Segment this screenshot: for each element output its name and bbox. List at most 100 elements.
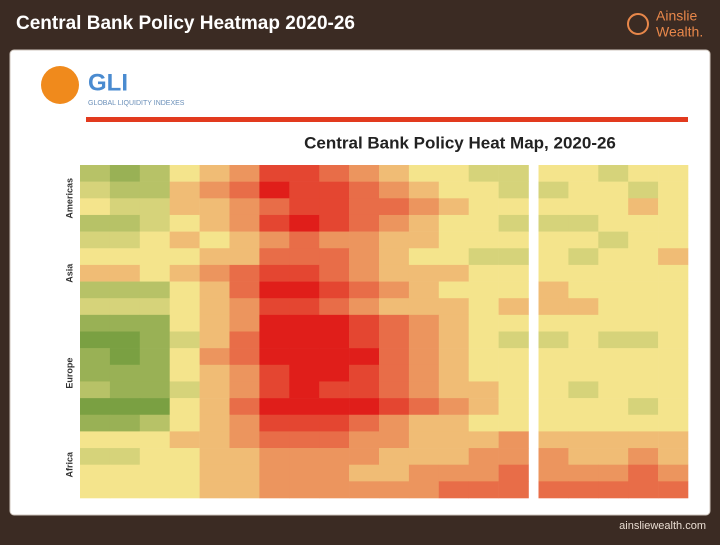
heat-cell	[259, 414, 290, 432]
heat-cell	[319, 348, 350, 366]
heat-cell	[169, 414, 200, 432]
heat-cell	[349, 214, 380, 232]
heat-cell	[289, 464, 320, 482]
heat-cell	[438, 198, 469, 216]
heat-cell	[289, 264, 320, 282]
heat-cell	[658, 348, 689, 366]
heat-cell	[408, 448, 440, 465]
heat-cell	[498, 264, 529, 282]
heat-cell	[169, 298, 200, 316]
heat-cell	[139, 231, 170, 249]
heat-cell	[229, 431, 260, 449]
heat-cell	[199, 464, 230, 482]
heat-cell	[80, 414, 111, 432]
heat-cell	[438, 214, 469, 232]
heat-cell	[468, 281, 499, 299]
heat-cell	[229, 464, 260, 482]
heat-cell	[538, 281, 569, 299]
heat-cell	[80, 431, 111, 449]
heat-cell	[628, 248, 659, 266]
heat-cell	[408, 231, 440, 249]
heat-cell	[139, 414, 170, 432]
heat-cell	[109, 181, 141, 199]
heat-cell	[568, 298, 599, 316]
heat-cell	[289, 214, 320, 232]
region-label: Asia	[64, 263, 74, 283]
heat-cell	[289, 448, 320, 465]
heat-cell	[259, 331, 290, 349]
heat-cell	[628, 348, 659, 366]
heat-cell	[379, 464, 410, 482]
heat-cell	[498, 281, 529, 299]
heat-cell	[658, 165, 689, 182]
heat-cell	[408, 431, 440, 449]
heat-cell	[139, 298, 170, 316]
heat-cell	[109, 448, 141, 465]
heat-cell	[289, 165, 320, 182]
heat-cell	[109, 281, 141, 299]
heat-cell	[438, 448, 469, 465]
heat-cell	[568, 448, 599, 465]
heat-cell	[319, 414, 350, 432]
heat-cell	[229, 398, 260, 416]
heat-cell	[199, 331, 230, 349]
heat-cell	[199, 481, 230, 499]
heat-cell	[598, 464, 629, 482]
heat-cell	[568, 181, 599, 199]
heat-cell	[199, 314, 230, 332]
footer-url: ainsliewealth.com	[619, 520, 706, 532]
heat-cell	[468, 214, 499, 232]
heat-cell	[289, 364, 320, 382]
heat-cell	[259, 464, 290, 482]
heat-cell	[109, 381, 141, 399]
heat-cell	[109, 481, 141, 499]
heat-cell	[538, 231, 569, 249]
heat-cell	[319, 165, 350, 182]
heat-cell	[289, 281, 320, 299]
heat-cell	[259, 381, 290, 399]
heat-cell	[169, 248, 200, 266]
heat-cell	[408, 214, 440, 232]
heat-cell	[408, 414, 440, 432]
heat-cell	[349, 448, 380, 465]
heat-cell	[80, 181, 111, 199]
heat-cell	[598, 281, 629, 299]
heat-cell	[658, 448, 689, 465]
heat-cell	[438, 248, 469, 266]
heat-cell	[109, 165, 141, 182]
heat-cell	[468, 348, 499, 366]
heat-cell	[498, 165, 529, 182]
heat-cell	[379, 314, 410, 332]
heat-cell	[598, 298, 629, 316]
heat-cell	[349, 165, 380, 182]
heat-cell	[289, 348, 320, 366]
heat-cell	[199, 431, 230, 449]
heat-cell	[438, 464, 469, 482]
heat-cell	[379, 414, 410, 432]
heat-cell	[80, 281, 111, 299]
heat-cell	[349, 248, 380, 266]
heat-cell	[80, 348, 111, 366]
heat-cell	[628, 165, 659, 182]
heat-cell	[319, 314, 350, 332]
heat-cell	[199, 231, 230, 249]
heat-cell	[538, 348, 569, 366]
heat-cell	[538, 431, 569, 449]
heat-cell	[598, 448, 629, 465]
heat-cell	[259, 364, 290, 382]
heat-cell	[568, 414, 599, 432]
heat-cell	[598, 348, 629, 366]
heat-cell	[538, 364, 569, 382]
heat-cell	[259, 448, 290, 465]
heat-cell	[408, 181, 440, 199]
heat-cell	[568, 281, 599, 299]
heat-cell	[169, 448, 200, 465]
heat-cell	[319, 331, 350, 349]
heat-cell	[229, 448, 260, 465]
heat-cell	[498, 448, 529, 465]
heat-cell	[80, 448, 111, 465]
heat-cell	[259, 348, 290, 366]
heat-cell	[169, 381, 200, 399]
heat-cell	[379, 231, 410, 249]
heat-cell	[568, 264, 599, 282]
